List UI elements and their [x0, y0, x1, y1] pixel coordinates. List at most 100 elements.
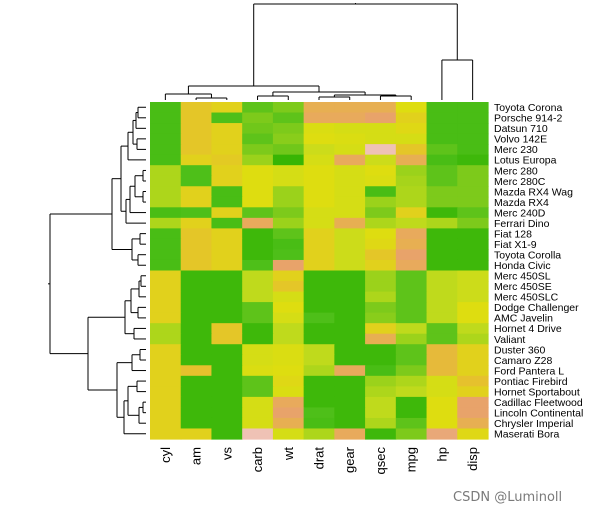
- heatmap-cell: [180, 407, 213, 419]
- heatmap-cell: [365, 249, 397, 261]
- row-label: Datsun 710: [494, 123, 548, 135]
- heatmap-cell: [272, 238, 305, 251]
- heatmap-cell: [272, 312, 305, 324]
- heatmap-cell: [303, 249, 335, 261]
- heatmap-cell: [426, 417, 458, 430]
- heatmap-cell: [272, 302, 305, 314]
- heatmap-cell: [272, 207, 305, 219]
- heatmap-cell: [180, 249, 213, 261]
- heatmap-cell: [211, 386, 243, 398]
- heatmap-cell: [426, 270, 458, 282]
- heatmap-cell: [395, 165, 428, 177]
- heatmap-cell: [242, 238, 274, 251]
- heatmap-cell: [365, 144, 397, 156]
- heatmap-cell: [426, 249, 458, 261]
- heatmap-cell: [272, 281, 305, 293]
- heatmap-cell: [211, 291, 243, 303]
- heatmap-cell: [457, 165, 489, 177]
- heatmap-cell: [180, 354, 213, 366]
- heatmap-cell: [272, 291, 305, 303]
- heatmap-cell: [365, 123, 397, 135]
- heatmap-cell: [457, 175, 489, 187]
- heatmap-cell: [272, 354, 305, 366]
- heatmap-cell: [272, 112, 305, 124]
- heatmap-cell: [426, 112, 458, 124]
- row-label: Dodge Challenger: [494, 302, 579, 314]
- heatmap-cell: [334, 344, 366, 356]
- heatmap-cell: [180, 112, 213, 124]
- heatmap-cell: [334, 291, 366, 303]
- heatmap-cell: [242, 112, 274, 124]
- heatmap-cell: [242, 186, 274, 198]
- heatmap-cell: [303, 291, 335, 303]
- row-label: Valiant: [494, 334, 525, 346]
- heatmap-cell: [334, 238, 366, 251]
- heatmap-cell: [180, 417, 213, 430]
- row-label: Ford Pantera L: [494, 365, 564, 377]
- heatmap-cell: [457, 386, 489, 398]
- heatmap-cell: [242, 133, 274, 145]
- row-label: Merc 450SE: [494, 281, 552, 293]
- heatmap-cell: [303, 112, 335, 124]
- row-label: AMC Javelin: [494, 313, 553, 325]
- heatmap-cell: [457, 365, 489, 377]
- heatmap-cell: [395, 154, 428, 166]
- heatmap-cell: [211, 354, 243, 366]
- heatmap-cell: [211, 207, 243, 219]
- heatmap-cell: [211, 228, 243, 240]
- heatmap-cell: [395, 365, 428, 377]
- heatmap-cell: [242, 196, 274, 208]
- heatmap-cell: [395, 270, 428, 282]
- heatmap-cell: [150, 312, 182, 324]
- heatmap-cell: [334, 133, 366, 145]
- heatmap-cell: [457, 354, 489, 366]
- heatmap-cell: [365, 333, 397, 345]
- heatmap-cell: [426, 375, 458, 387]
- heatmap-cell: [334, 270, 366, 282]
- heatmap-cell: [334, 228, 366, 240]
- heatmap-cell: [334, 175, 366, 187]
- heatmap-cell: [150, 333, 182, 345]
- heatmap-cell: [395, 112, 428, 124]
- heatmap-cell: [426, 238, 458, 251]
- heatmap-cell: [180, 207, 213, 219]
- heatmap-cell: [150, 196, 182, 208]
- heatmap-cell: [211, 407, 243, 419]
- heatmap-cell: [272, 407, 305, 419]
- heatmap-cell: [211, 144, 243, 156]
- heatmap-cell: [150, 428, 182, 440]
- heatmap-cell: [242, 354, 274, 366]
- heatmap-cell: [426, 186, 458, 198]
- heatmap-cell: [242, 302, 274, 314]
- heatmap-cell: [272, 270, 305, 282]
- heatmap-cell: [303, 333, 335, 345]
- heatmap-cell: [150, 207, 182, 219]
- row-label: Cadillac Fleetwood: [494, 397, 583, 409]
- heatmap-cell: [426, 302, 458, 314]
- column-label: mpg: [404, 447, 419, 472]
- heatmap-cell: [242, 259, 274, 272]
- heatmap-cell: [457, 417, 489, 430]
- heatmap-cell: [242, 323, 274, 335]
- heatmap-cell: [395, 302, 428, 314]
- heatmap-cell: [211, 270, 243, 282]
- heatmap-cell: [334, 365, 366, 377]
- heatmap-cell: [365, 165, 397, 177]
- heatmap-cell: [242, 102, 274, 114]
- column-dendrogram: [164, 3, 474, 100]
- heatmap-cell: [180, 375, 213, 387]
- heatmap-cell: [395, 333, 428, 345]
- heatmap-cell: [365, 365, 397, 377]
- heatmap-cell: [426, 365, 458, 377]
- heatmap-cell: [365, 112, 397, 124]
- heatmap-cell: [457, 144, 489, 156]
- heatmap-cell: [303, 144, 335, 156]
- row-label: Volvo 142E: [494, 134, 547, 146]
- heatmap-cell: [272, 396, 305, 409]
- heatmap-cell: [211, 428, 243, 440]
- heatmap-cell: [272, 344, 305, 356]
- row-label: Merc 230: [494, 144, 538, 156]
